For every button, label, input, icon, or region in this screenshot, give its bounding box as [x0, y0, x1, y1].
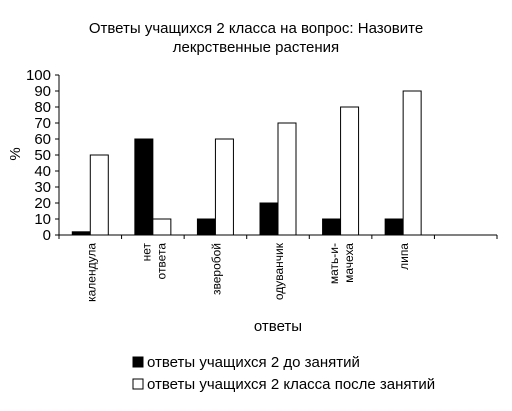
bar-after [277, 122, 297, 236]
y-tick-label: 70 [34, 115, 51, 132]
bar-before [134, 138, 154, 236]
x-tick-label: мачеха [342, 243, 356, 283]
bar-after [340, 106, 360, 236]
y-axis-label: % [7, 147, 24, 160]
y-tick-label: 60 [34, 131, 51, 148]
x-tick-label: одуванчик [272, 242, 286, 300]
bar-after [402, 90, 422, 236]
bar-after [152, 218, 172, 236]
y-tick-label: 0 [43, 227, 51, 244]
y-tick-label: 100 [26, 67, 51, 84]
chart-title-line1: Ответы учащихся 2 класса на вопрос: Назо… [89, 20, 423, 37]
chart-title-line2: лекрственные растения [173, 39, 339, 56]
y-tick-label: 90 [34, 83, 51, 100]
y-tick-label: 80 [34, 99, 51, 116]
legend-label-before: ответы учащихся 2 до занятий [147, 354, 360, 371]
y-tick-label: 20 [34, 195, 51, 212]
x-tick-label: зверобой [209, 243, 223, 295]
bar-before [71, 231, 91, 236]
legend-label-after: ответы учащихся 2 класса после занятий [147, 376, 435, 393]
x-tick-label: календула [84, 243, 98, 302]
y-tick-label: 40 [34, 163, 51, 180]
y-tick-label: 30 [34, 179, 51, 196]
bar-after [214, 138, 234, 236]
bar-before [322, 218, 342, 236]
legend: ответы учащихся 2 до занятий ответы учащ… [132, 354, 435, 393]
x-tick-label: липа [397, 243, 411, 270]
y-tick-label: 50 [34, 147, 51, 164]
bar-before [259, 202, 279, 236]
x-tick-label: мать-и- [327, 243, 341, 284]
x-tick-label: нет [139, 243, 153, 262]
y-tick-label: 10 [34, 211, 51, 228]
legend-swatch-before [132, 356, 144, 368]
x-tick-label: ответа [154, 243, 168, 280]
x-axis-label: ответы [254, 318, 302, 335]
legend-swatch-after [132, 378, 144, 390]
bar-before [196, 218, 216, 236]
bar-before [384, 218, 404, 236]
bar-after [89, 154, 109, 236]
